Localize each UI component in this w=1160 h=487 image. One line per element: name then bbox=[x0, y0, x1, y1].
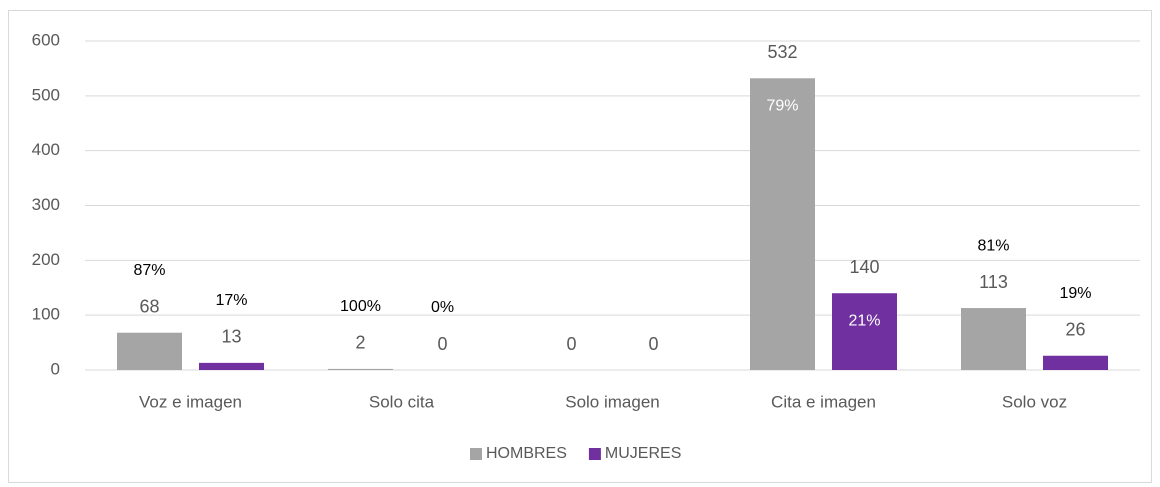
value-label: 26 bbox=[1065, 319, 1085, 339]
chart-frame bbox=[8, 10, 1152, 483]
value-label: 13 bbox=[221, 327, 241, 347]
bar bbox=[199, 362, 264, 370]
percent-label: 100% bbox=[340, 298, 381, 315]
percent-label: 87% bbox=[133, 262, 165, 279]
y-tick-label: 200 bbox=[32, 250, 60, 269]
value-label: 2 bbox=[355, 333, 365, 353]
percent-label: 0% bbox=[431, 299, 454, 316]
x-tick-label: Solo voz bbox=[1002, 392, 1067, 411]
legend-swatch bbox=[470, 448, 482, 460]
y-tick-label: 600 bbox=[32, 30, 60, 49]
bar bbox=[117, 332, 182, 370]
x-tick-label: Solo imagen bbox=[565, 392, 660, 411]
percent-label: 17% bbox=[215, 292, 247, 309]
y-tick-label: 100 bbox=[32, 305, 60, 324]
bar bbox=[1043, 355, 1108, 370]
value-label: 0 bbox=[437, 334, 447, 354]
y-tick-label: 400 bbox=[32, 140, 60, 159]
value-label: 0 bbox=[566, 334, 576, 354]
bar bbox=[961, 308, 1026, 370]
x-tick-label: Solo cita bbox=[369, 392, 435, 411]
legend-swatch bbox=[588, 448, 601, 460]
legend-label: MUJERES bbox=[605, 445, 681, 462]
bar bbox=[832, 293, 897, 370]
percent-label: 81% bbox=[977, 237, 1009, 254]
legend-label: HOMBRES bbox=[486, 445, 567, 462]
value-label: 532 bbox=[767, 42, 797, 62]
x-tick-label: Voz e imagen bbox=[139, 392, 242, 411]
value-label: 140 bbox=[849, 257, 879, 277]
bar bbox=[750, 78, 815, 370]
value-label: 68 bbox=[139, 296, 159, 316]
percent-label: 19% bbox=[1059, 285, 1091, 302]
percent-label: 21% bbox=[848, 312, 880, 329]
value-label: 0 bbox=[648, 334, 658, 354]
y-tick-label: 300 bbox=[32, 195, 60, 214]
bar bbox=[328, 368, 393, 370]
x-tick-label: Cita e imagen bbox=[771, 392, 876, 411]
y-tick-label: 0 bbox=[51, 359, 60, 378]
percent-label: 79% bbox=[766, 98, 798, 115]
y-tick-label: 500 bbox=[32, 85, 60, 104]
value-label: 113 bbox=[979, 272, 1008, 292]
